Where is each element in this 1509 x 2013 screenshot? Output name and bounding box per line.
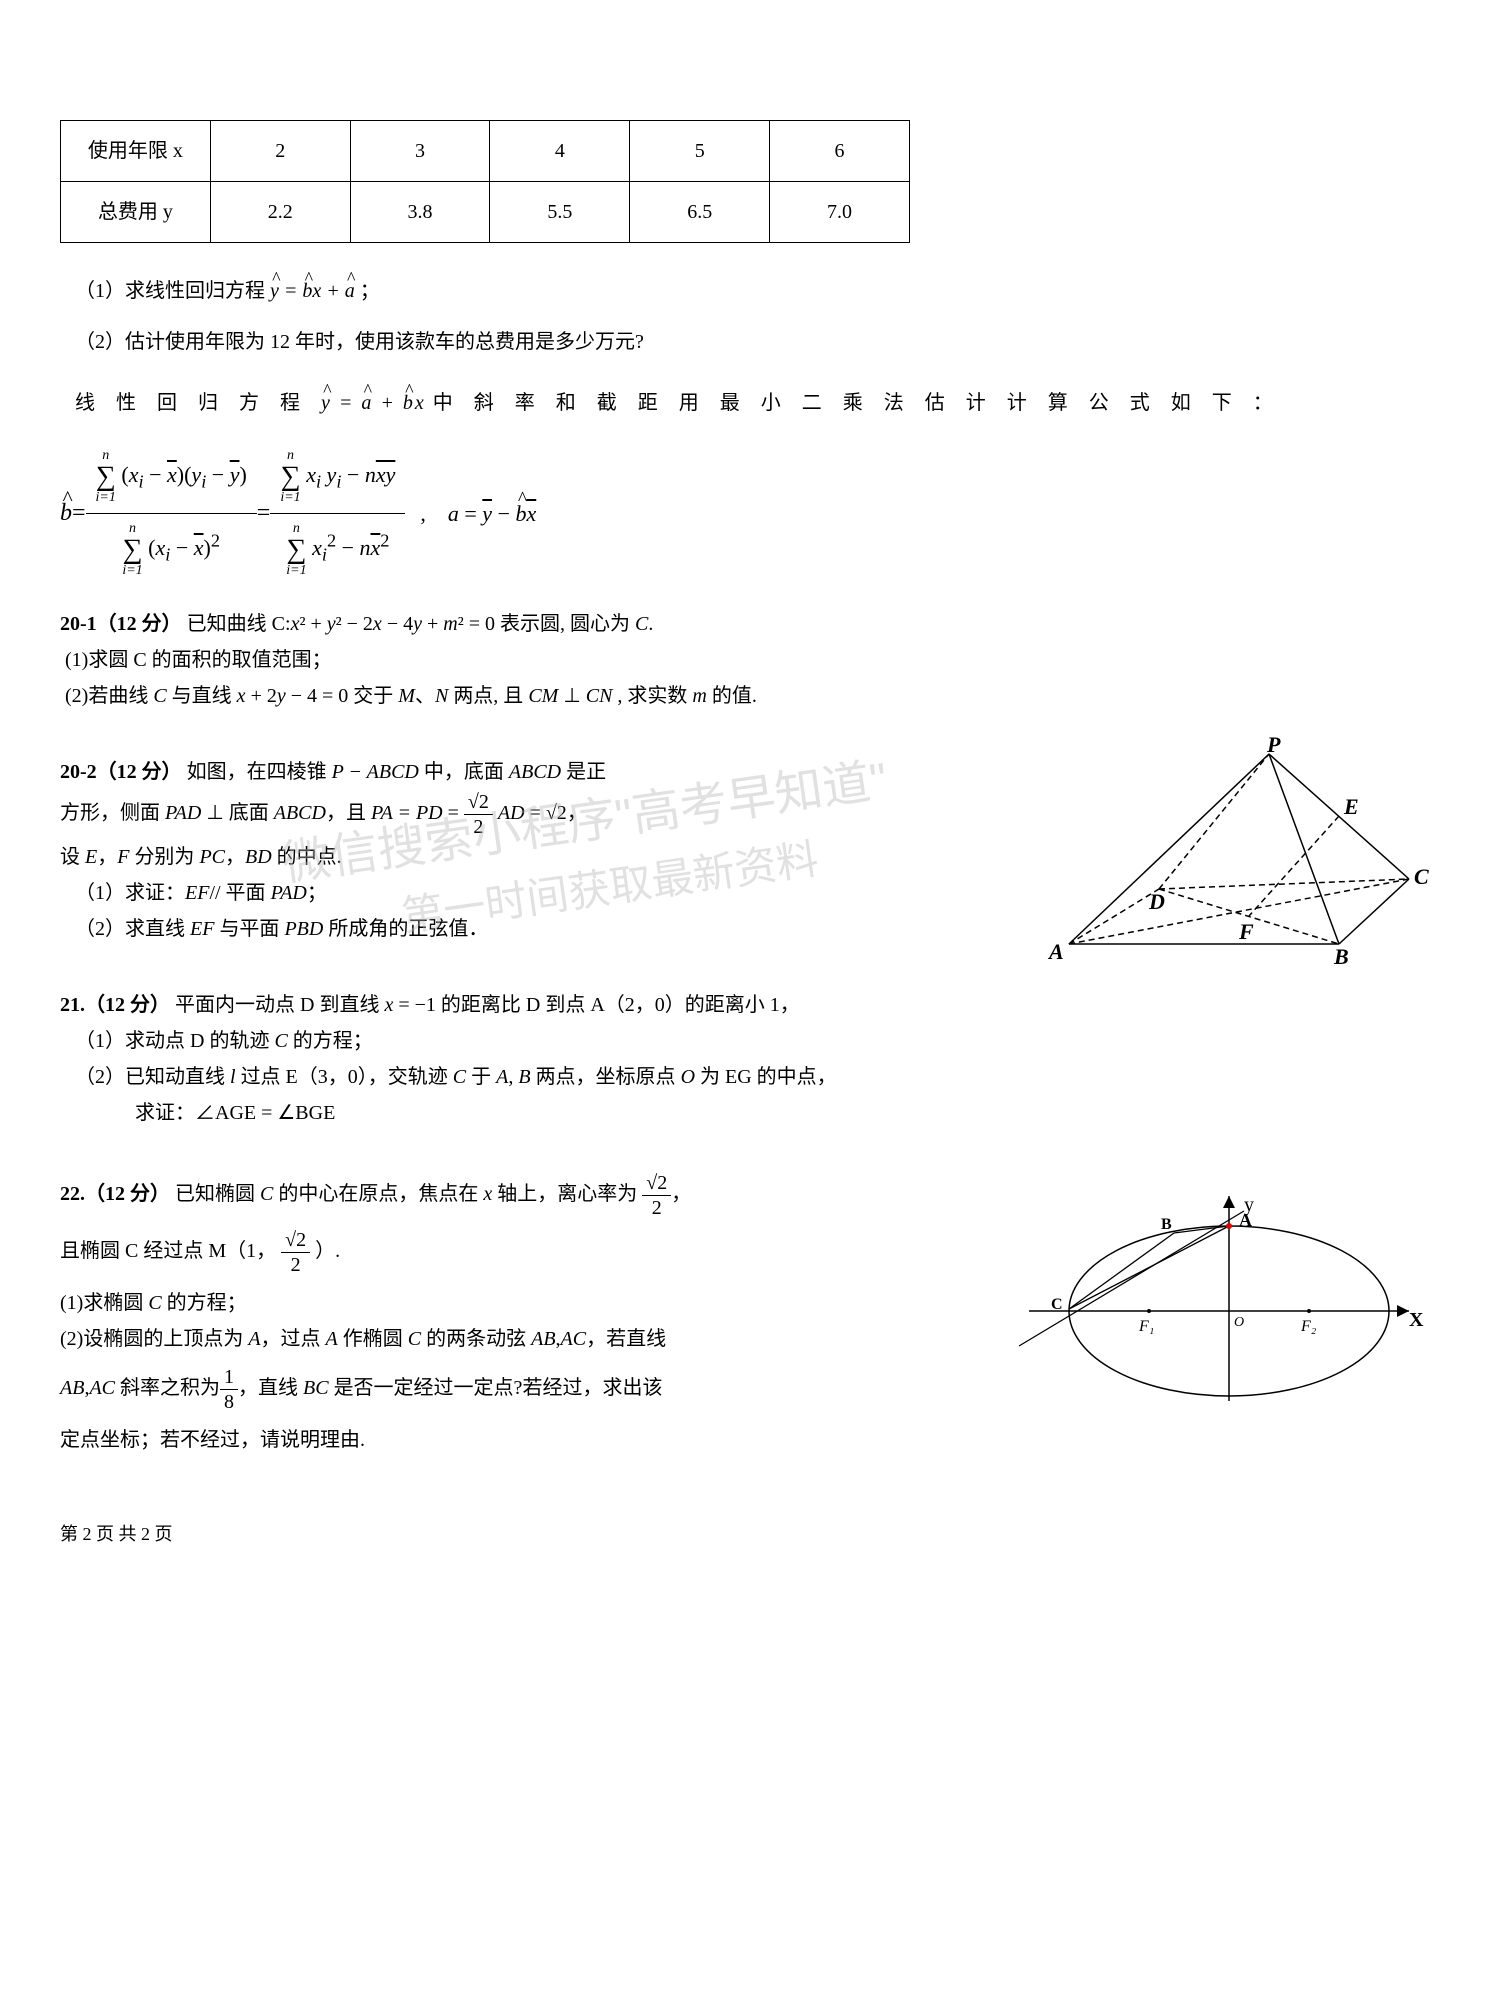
- q21-title: 21.（12 分） 平面内一动点 D 到直线 x = −1 的距离比 D 到点 …: [60, 987, 1449, 1023]
- q19-hint-suffix: 中 斜 率 和 截 距 用 最 小 二 乘 法 估 计 计 算 公 式 如 下 …: [433, 392, 1281, 414]
- q22-line2-suffix: ）.: [315, 1240, 340, 1262]
- table-cell: 2.2: [210, 182, 350, 243]
- ellipse-diagram: A B C F₁ F₂ O X y: [989, 1181, 1429, 1421]
- q19-sub1-formula: y = bx + a: [270, 280, 360, 302]
- q21-title-prefix: 21.（12 分）: [60, 994, 170, 1016]
- q22-title-text: 已知椭圆 C 的中心在原点，焦点在 x 轴上，离心率为: [175, 1183, 637, 1205]
- q19-formula-b: b = n∑i=1 (xi − x)(yi − y) n∑i=1 (xi − x…: [60, 441, 1449, 586]
- q20-1-title-text: 已知曲线 C:x² + y² − 2x − 4y + m² = 0 表示圆, 圆…: [187, 613, 654, 635]
- question-22: A B C F₁ F₂ O X y 22.（12 分） 已知椭圆 C 的中心在原…: [60, 1171, 1449, 1458]
- q19-sub1: （1）求线性回归方程 y = bx + a ；: [75, 273, 1449, 309]
- table-cell: 5: [630, 121, 770, 182]
- table-cell: 2: [210, 121, 350, 182]
- table-header-x: 使用年限 x: [61, 121, 211, 182]
- label-C: C: [1414, 864, 1429, 889]
- q20-2-figure: P A B C D E F: [1009, 734, 1429, 986]
- question-19-subs: （1）求线性回归方程 y = bx + a ； （2）估计使用年限为 12 年时…: [60, 273, 1449, 586]
- label-E: E: [1343, 794, 1359, 819]
- q19-sub1-prefix: （1）求线性回归方程: [75, 280, 270, 302]
- q22-figure: A B C F₁ F₂ O X y: [989, 1181, 1429, 1433]
- table-cell: 3.8: [350, 182, 490, 243]
- q21-sub2-line1: （2）已知动直线 l 过点 E（3，0），交轨迹 C 于 A, B 两点，坐标原…: [75, 1059, 1449, 1095]
- q21-sub1: （1）求动点 D 的轨迹 C 的方程；: [75, 1023, 1449, 1059]
- table-row: 总费用 y 2.2 3.8 5.5 6.5 7.0: [61, 182, 910, 243]
- data-table: 使用年限 x 2 3 4 5 6 总费用 y 2.2 3.8 5.5 6.5 7…: [60, 120, 910, 243]
- q19-sub1-suffix: ；: [360, 280, 380, 302]
- question-21: 21.（12 分） 平面内一动点 D 到直线 x = −1 的距离比 D 到点 …: [60, 987, 1449, 1131]
- label-D: D: [1148, 889, 1165, 914]
- label-B: B: [1333, 944, 1349, 969]
- q20-1-title-prefix: 20-1（12 分）: [60, 613, 182, 635]
- label-y: y: [1244, 1194, 1254, 1216]
- label-X: X: [1409, 1309, 1424, 1331]
- label-C-ellipse: C: [1051, 1296, 1063, 1313]
- question-20-2: P A B C D E F 20-2（12 分） 如图，在四棱锥 P − ABC…: [60, 754, 1449, 947]
- label-A: A: [1047, 939, 1064, 964]
- label-P: P: [1266, 734, 1281, 757]
- q22-line2-prefix: 且椭圆 C 经过点 M（1，: [60, 1240, 276, 1262]
- q19-hint-prefix: 线 性 回 归 方 程: [75, 392, 321, 414]
- table-row: 使用年限 x 2 3 4 5 6: [61, 121, 910, 182]
- q20-1-title: 20-1（12 分） 已知曲线 C:x² + y² − 2x − 4y + m²…: [60, 606, 1449, 642]
- table-header-y: 总费用 y: [61, 182, 211, 243]
- question-20-1: 20-1（12 分） 已知曲线 C:x² + y² − 2x − 4y + m²…: [60, 606, 1449, 714]
- label-F2: F₂: [1300, 1318, 1317, 1335]
- table-cell: 6.5: [630, 182, 770, 243]
- label-B-ellipse: B: [1161, 1216, 1172, 1233]
- label-F: F: [1238, 919, 1254, 944]
- label-O: O: [1234, 1315, 1244, 1330]
- page-footer: 第 2 页 共 2 页: [60, 1518, 1449, 1550]
- q21-sub2-line2: 求证：∠AGE = ∠BGE: [135, 1095, 1449, 1131]
- q20-2-title-prefix: 20-2（12 分）: [60, 761, 182, 783]
- pyramid-diagram: P A B C D E F: [1009, 734, 1429, 974]
- q20-1-sub1: (1)求圆 C 的面积的取值范围；: [65, 642, 1449, 678]
- q19-sub2: （2）估计使用年限为 12 年时，使用该款车的总费用是多少万元?: [75, 324, 1449, 360]
- q22-title-prefix: 22.（12 分）: [60, 1183, 170, 1205]
- table-cell: 5.5: [490, 182, 630, 243]
- q20-1-sub2: (2)若曲线 C 与直线 x + 2y − 4 = 0 交于 M、N 两点, 且…: [65, 678, 1449, 714]
- q21-title-text: 平面内一动点 D 到直线 x = −1 的距离比 D 到点 A（2，0）的距离小…: [175, 994, 800, 1016]
- q20-2-title-text: 如图，在四棱锥 P − ABCD 中，底面 ABCD 是正: [187, 761, 606, 783]
- table-cell: 4: [490, 121, 630, 182]
- table-cell: 7.0: [770, 182, 910, 243]
- table-cell: 6: [770, 121, 910, 182]
- data-table-container: 使用年限 x 2 3 4 5 6 总费用 y 2.2 3.8 5.5 6.5 7…: [60, 120, 1449, 243]
- q19-hint: 线 性 回 归 方 程 y = a + bx 中 斜 率 和 截 距 用 最 小…: [75, 385, 1449, 421]
- label-F1: F₁: [1138, 1318, 1154, 1335]
- q19-hint-formula: y = a + bx: [321, 392, 433, 414]
- table-cell: 3: [350, 121, 490, 182]
- q20-2-line2-suffix: ，: [567, 802, 587, 824]
